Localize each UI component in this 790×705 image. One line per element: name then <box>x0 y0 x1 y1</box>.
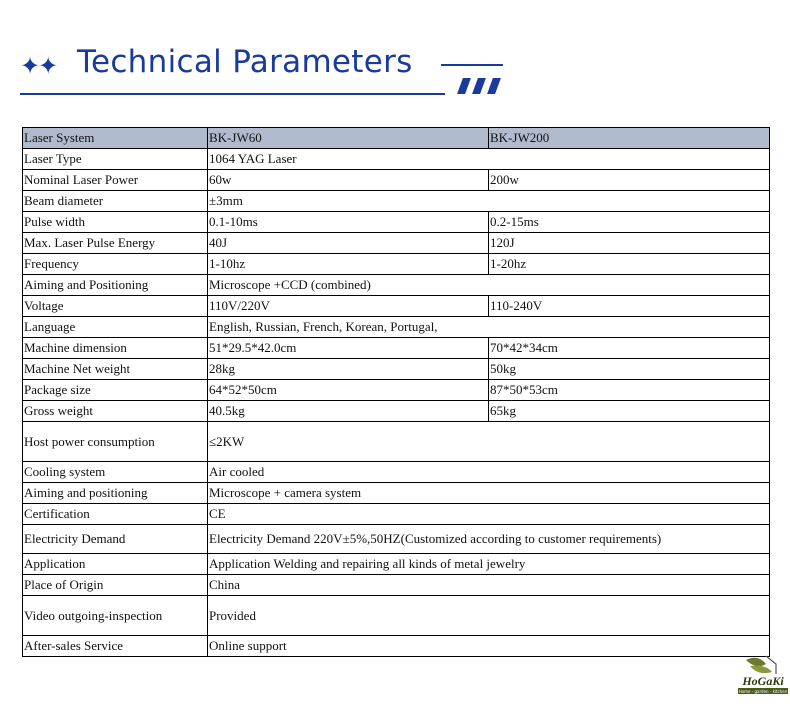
value-bk-jw60: Microscope + camera system <box>207 482 770 504</box>
row-label: After-sales Service <box>22 635 208 657</box>
table-row: Laser Type 1064 YAG Laser <box>22 148 770 170</box>
table-row: Nominal Laser Power 60w 200w <box>22 169 770 191</box>
value-bk-jw200: 110-240V <box>488 295 770 317</box>
value-bk-jw200: 1-20hz <box>488 253 770 275</box>
value-bk-jw60: Electricity Demand 220V±5%,50HZ(Customiz… <box>207 524 770 554</box>
row-label: Application <box>22 553 208 575</box>
table-row: Frequency 1-10hz 1-20hz <box>22 253 770 275</box>
table-row: Application Application Welding and repai… <box>22 553 770 575</box>
table-row: Gross weight 40.5kg 65kg <box>22 400 770 422</box>
value-bk-jw60: ±3mm <box>207 190 770 212</box>
table-row: Aiming and Positioning Microscope +CCD (c… <box>22 274 770 296</box>
table-row: Machine Net weight 28kg 50kg <box>22 358 770 380</box>
value-bk-jw200: 87*50*53cm <box>488 379 770 401</box>
value-bk-jw60: 1064 YAG Laser <box>207 148 770 170</box>
table-row: Electricity Demand Electricity Demand 220… <box>22 524 770 554</box>
table-row: Voltage 110V/220V 110-240V <box>22 295 770 317</box>
row-label: Nominal Laser Power <box>22 169 208 191</box>
row-label: Max. Laser Pulse Energy <box>22 232 208 254</box>
table-row: Max. Laser Pulse Energy 40J 120J <box>22 232 770 254</box>
value-bk-jw60: 40J <box>207 232 489 254</box>
table-row: Video outgoing-inspection Provided <box>22 595 770 636</box>
value-bk-jw60: Microscope +CCD (combined) <box>207 274 770 296</box>
table-row: Certification CE <box>22 503 770 525</box>
table-row: Language English, Russian, French, Korean… <box>22 316 770 338</box>
value-bk-jw60: China <box>207 574 770 596</box>
row-label: Electricity Demand <box>22 524 208 554</box>
row-label: Machine dimension <box>22 337 208 359</box>
value-bk-jw60: Provided <box>207 595 770 636</box>
row-label: Place of Origin <box>22 574 208 596</box>
value-bk-jw60: 64*52*50cm <box>207 379 489 401</box>
value-bk-jw200: 70*42*34cm <box>488 337 770 359</box>
value-bk-jw60: ≤2KW <box>207 421 770 462</box>
value-bk-jw60: 110V/220V <box>207 295 489 317</box>
table-row: Cooling system Air cooled <box>22 461 770 483</box>
row-label: Laser Type <box>22 148 208 170</box>
row-label: Aiming and positioning <box>22 482 208 504</box>
row-label: Host power consumption <box>22 421 208 462</box>
header-col2: BK-JW200 <box>488 127 770 149</box>
table-row: Aiming and positioning Microscope + camer… <box>22 482 770 504</box>
row-label: Aiming and Positioning <box>22 274 208 296</box>
row-label: Machine Net weight <box>22 358 208 380</box>
row-label: Package size <box>22 379 208 401</box>
table-row: After-sales Service Online support <box>22 635 770 657</box>
table-row: Host power consumption ≤2KW <box>22 421 770 462</box>
value-bk-jw200: 0.2-15ms <box>488 211 770 233</box>
value-bk-jw60: 40.5kg <box>207 400 489 422</box>
table-row: Package size 64*52*50cm 87*50*53cm <box>22 379 770 401</box>
svg-text:HoGaKi: HoGaKi <box>741 674 784 688</box>
value-bk-jw60: 0.1-10ms <box>207 211 489 233</box>
row-label: Certification <box>22 503 208 525</box>
value-bk-jw60: 1-10hz <box>207 253 489 275</box>
table-header-row: Laser System BK-JW60 BK-JW200 <box>22 127 770 149</box>
value-bk-jw200: 120J <box>488 232 770 254</box>
decorative-line <box>441 64 503 66</box>
table-row: Beam diameter ±3mm <box>22 190 770 212</box>
row-label: Beam diameter <box>22 190 208 212</box>
value-bk-jw200: 65kg <box>488 400 770 422</box>
value-bk-jw60: Application Welding and repairing all ki… <box>207 553 770 575</box>
hogaki-logo: HoGaKi Home - garden - kitchen <box>738 655 788 694</box>
row-label: Voltage <box>22 295 208 317</box>
value-bk-jw60: 60w <box>207 169 489 191</box>
header-label: Laser System <box>22 127 208 149</box>
svg-text:Home - garden - kitchen: Home - garden - kitchen <box>739 689 788 694</box>
table-row: Pulse width 0.1-10ms 0.2-15ms <box>22 211 770 233</box>
value-bk-jw60: 51*29.5*42.0cm <box>207 337 489 359</box>
row-label: Gross weight <box>22 400 208 422</box>
row-label: Cooling system <box>22 461 208 483</box>
row-label: Pulse width <box>22 211 208 233</box>
value-bk-jw200: 200w <box>488 169 770 191</box>
header-col1: BK-JW60 <box>207 127 489 149</box>
value-bk-jw200: 50kg <box>488 358 770 380</box>
title-underline <box>20 93 445 95</box>
spec-table: Laser System BK-JW60 BK-JW200 Laser Type… <box>22 127 770 657</box>
row-label: Language <box>22 316 208 338</box>
page-title: Technical Parameters <box>77 44 413 80</box>
value-bk-jw60: Air cooled <box>207 461 770 483</box>
value-bk-jw60: 28kg <box>207 358 489 380</box>
table-row: Machine dimension 51*29.5*42.0cm 70*42*34c… <box>22 337 770 359</box>
value-bk-jw60: Online support <box>207 635 770 657</box>
decorative-slashes <box>456 78 502 94</box>
row-label: Frequency <box>22 253 208 275</box>
four-point-star-icon: ✦✦ <box>20 52 58 80</box>
row-label: Video outgoing-inspection <box>22 595 208 636</box>
value-bk-jw60: English, Russian, French, Korean, Portug… <box>207 316 770 338</box>
table-row: Place of Origin China <box>22 574 770 596</box>
value-bk-jw60: CE <box>207 503 770 525</box>
